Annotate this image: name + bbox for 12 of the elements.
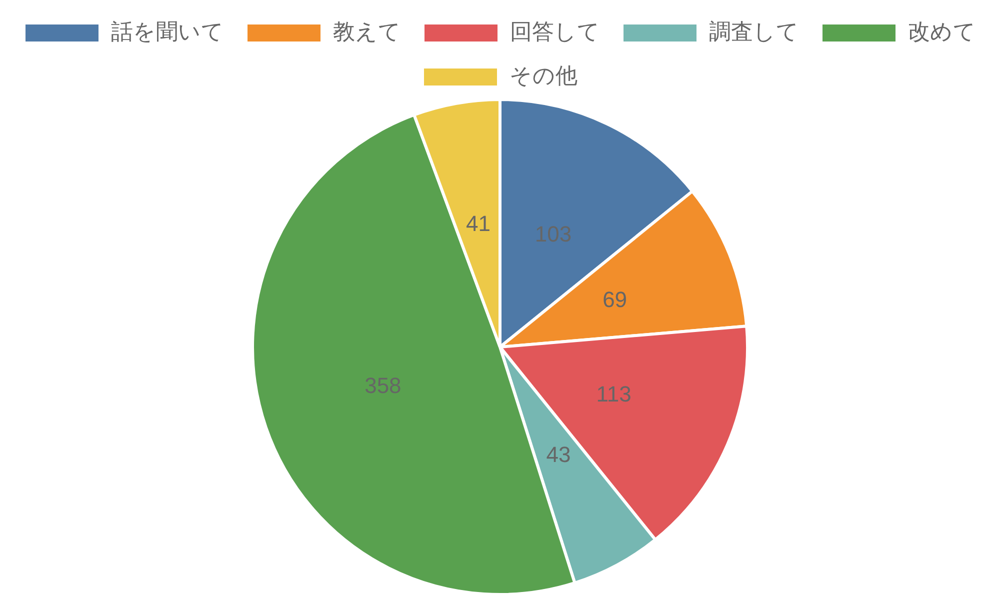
data-label: 43 <box>546 442 571 468</box>
legend-label: 回答して <box>510 19 600 44</box>
legend-label: 教えて <box>333 19 401 44</box>
data-label: 41 <box>466 211 490 236</box>
data-label: 69 <box>602 286 628 312</box>
data-label: 113 <box>596 382 632 407</box>
data-label: 103 <box>534 221 572 246</box>
legend-label: 調査して <box>709 19 799 44</box>
legend-label: その他 <box>510 63 578 88</box>
legend-label: 改めて <box>908 19 976 44</box>
legend-label: 話を聞いて <box>111 19 224 44</box>
data-label: 358 <box>364 373 402 398</box>
